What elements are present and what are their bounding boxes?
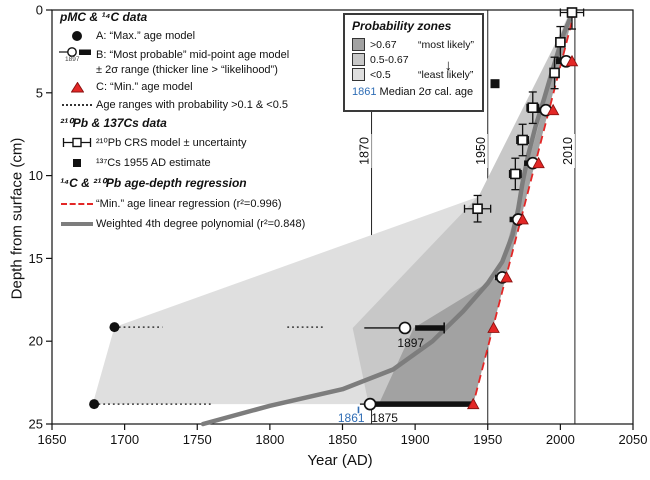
legend-item-dotted-label: Age ranges with probability >0.1 & <0.5 (96, 99, 289, 111)
ref-label-1950: 1950 (474, 137, 488, 165)
ref-label-2010: 2010 (561, 137, 575, 165)
y-tick-label: 0 (36, 3, 43, 18)
pb210-point (566, 7, 578, 18)
median-age-value: 1861 (352, 86, 377, 98)
pb210-point (472, 203, 483, 215)
x-tick-label: 1700 (110, 432, 139, 447)
x-axis-title: Year (AD) (307, 452, 373, 469)
y-axis-title: Depth from surface (cm) (8, 137, 26, 300)
pb210-point (510, 168, 521, 180)
b-midpoint-circle (398, 321, 412, 335)
legend-heading-c14: pMC & ¹⁴C data (60, 10, 148, 24)
b-age-label: 1875 (371, 411, 398, 425)
pb210-point (555, 36, 566, 48)
pb210-errorbar-icon (62, 137, 92, 148)
x-tick-label: 1800 (255, 432, 284, 447)
x-tick-label: 1650 (38, 432, 67, 447)
y-tick-label: 20 (29, 334, 43, 349)
a-max-dot (109, 322, 120, 333)
pb210-point (549, 67, 560, 79)
b-age-label: 1897 (397, 336, 424, 350)
x-tick-label: 2000 (546, 432, 575, 447)
legend-item-b-label2: ± 2σ range (thicker line > “likelihood”) (96, 64, 278, 76)
zone-mid-value: 0.5-0.67 (370, 53, 409, 66)
zone-mid-swatch-icon (352, 53, 365, 66)
b-model-symbol-icon: 1897 (58, 46, 96, 64)
x-tick-label: 1900 (401, 432, 430, 447)
b-symbol-sublabel: 1897 (65, 56, 80, 63)
dotted-range-icon (62, 104, 92, 106)
b-midpoint-circle (363, 397, 377, 411)
median-age-plot-label: 1861 (338, 411, 365, 425)
c-min-triangle (500, 271, 513, 283)
legend-item-c-label: C: “Min.” age model (96, 81, 193, 93)
zone-dark-swatch-icon (352, 38, 365, 51)
legend-item-a-label: A: “Max.” age model (96, 30, 196, 42)
prob-box-title: Probability zones (352, 19, 452, 33)
y-tick-label: 25 (29, 417, 43, 432)
pb210-point (527, 102, 539, 114)
c-min-triangle (565, 54, 579, 67)
legend-item-polynomial-label: Weighted 4th degree polynomial (r²=0.848… (96, 218, 306, 230)
legend-item-pb-label: ²¹⁰Pb CRS model ± uncertainty (96, 137, 247, 149)
y-tick-label: 5 (36, 85, 43, 100)
ref-label-1870: 1870 (358, 137, 372, 165)
median-age-label: Median 2σ cal. age (379, 86, 474, 98)
ref-label-bg-1950 (474, 134, 488, 168)
likelihood-arrow-icon: ↓ (444, 57, 453, 74)
x-tick-label: 1950 (473, 432, 502, 447)
c-min-triangle (546, 103, 560, 116)
x-tick-label: 1850 (328, 432, 357, 447)
zone-light-swatch-icon (352, 68, 365, 81)
min-age-triangle-icon (70, 81, 84, 92)
legend-heading-regression: ¹⁴C & ²¹⁰Pb age-depth regression (60, 176, 247, 190)
zone-mid (352, 13, 571, 405)
ref-label-bg-2010 (561, 134, 575, 168)
pb210-point (517, 134, 528, 146)
zone-light-value: <0.5 (370, 68, 391, 81)
y-tick-label: 15 (29, 251, 43, 266)
a-max-dot (89, 399, 100, 410)
c-min-triangle (516, 213, 529, 225)
c-min-triangle (466, 397, 480, 410)
cs137-marker (490, 79, 500, 89)
legend-heading-pb-cs: ²¹⁰Pb & 137Cs data (60, 116, 167, 130)
max-age-dot-icon (72, 31, 82, 41)
c-min-triangle (532, 156, 545, 169)
probability-zones-box: Probability zones >0.67 “most likely” 0.… (343, 13, 484, 112)
legend-item-cs-label: ¹³⁷Cs 1955 AD estimate (96, 157, 211, 169)
legend-item-b-label: B: “Most probable” mid-point age model (96, 49, 290, 61)
x-tick-label: 2050 (619, 432, 648, 447)
zone-light-note: “least likely” (418, 68, 474, 81)
legend-item-regression-label: “Min.” age linear regression (r²=0.996) (96, 198, 282, 210)
x-tick-label: 1750 (183, 432, 212, 447)
polynomial-curve (200, 11, 575, 427)
cs137-square-icon (73, 159, 81, 167)
c-min-triangle (487, 321, 500, 333)
ref-label-bg-1870 (358, 134, 372, 168)
zone-dark-note: “most likely” (418, 38, 475, 51)
zone-dark-value: >0.67 (370, 38, 397, 51)
gray-polynomial-line-icon (61, 222, 93, 226)
y-tick-label: 10 (29, 168, 43, 183)
red-dashed-line-icon (61, 203, 93, 205)
